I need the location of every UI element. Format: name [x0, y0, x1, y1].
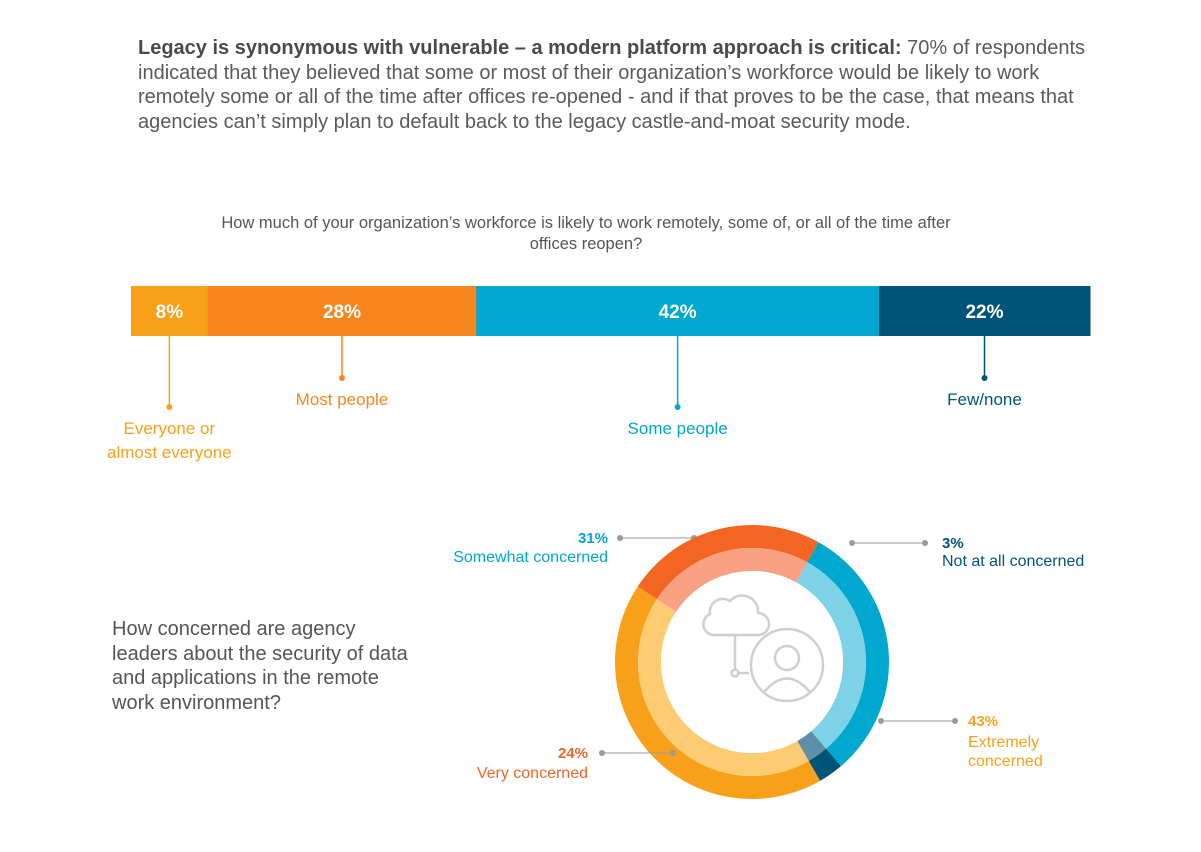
donut-value-not-at-all-concerned: 3% — [942, 535, 964, 552]
bar-label-most-people: Most people — [296, 390, 389, 409]
donut-outer-not-at-all-concerned — [808, 748, 841, 781]
donut-leader-dot-not-at-all-concerned — [849, 540, 855, 546]
bar-segment-most-people — [207, 286, 477, 336]
donut-leader-end-extremely-concerned — [952, 718, 958, 724]
bar-leader-dot-some-people — [674, 404, 681, 410]
bar-value-everyone-or-almost-everyone: 8% — [156, 302, 184, 323]
donut-chart: 31% Somewhat concerned 3%Not at all concer… — [453, 525, 1084, 799]
bar-segment-few-none — [879, 286, 1091, 336]
bar-value-some-people: 42% — [659, 302, 697, 323]
donut-leader-dot-very-concerned — [670, 750, 676, 756]
donut-inner-somewhat-concerned — [796, 562, 867, 749]
donut-leader-end-not-at-all-concerned — [922, 540, 928, 546]
donut-inner-not-at-all-concerned — [797, 731, 827, 761]
bar-segment-some-people — [476, 286, 880, 336]
donut-value-extremely-concerned: 43% — [968, 713, 998, 730]
intro-text: 70% of respondents indicated that they b… — [138, 37, 1086, 133]
donut-value-very-concerned: 24% — [558, 745, 588, 762]
bar-label-few-none: Few/none — [947, 390, 1022, 409]
bar-segment-everyone-or-almost-everyone — [131, 286, 209, 336]
donut-label-somewhat-concerned: Somewhat concerned — [453, 549, 608, 566]
donut-outer-extremely-concerned — [614, 586, 821, 799]
concern-question: How concerned are agency leaders about t… — [112, 618, 408, 714]
donut-outer-somewhat-concerned — [807, 542, 889, 767]
bar-value-few-none: 22% — [965, 302, 1003, 323]
donut-leader-end-somewhat-concerned — [617, 535, 623, 541]
donut-value-somewhat-concerned: 31% — [578, 530, 608, 547]
bar-leader-dot-few-none — [981, 375, 988, 381]
workforce-question: How much of your organization’s workforc… — [221, 214, 951, 253]
donut-leader-dot-extremely-concerned — [878, 718, 884, 724]
bar-label-everyone-or-almost-everyone: Everyone or almost everyone — [107, 419, 232, 462]
donut-label-very-concerned: Very concerned — [477, 765, 588, 782]
intro-bold: Legacy is synonymous with vulnerable – a… — [138, 37, 902, 59]
donut-inner-extremely-concerned — [638, 599, 809, 776]
intro-paragraph: Legacy is synonymous with vulnerable – a… — [138, 36, 1098, 134]
bar-leader-dot-most-people — [338, 375, 345, 381]
cloud-user-icon — [702, 594, 825, 703]
bar-label-some-people: Some people — [628, 419, 728, 438]
bar-leader-dot-everyone-or-almost-everyone — [166, 404, 173, 410]
stacked-bar-chart: 8% Everyone or almost everyone 28% Most peop… — [107, 286, 1091, 462]
donut-inner-very-concerned — [656, 548, 808, 612]
donut-leader-end-very-concerned — [599, 750, 605, 756]
donut-label-not-at-all-concerned: Not at all concerned — [942, 553, 1084, 570]
donut-label-extremely-concerned: Extremely concerned — [968, 734, 1043, 770]
donut-outer-very-concerned — [637, 525, 819, 600]
bar-value-most-people: 28% — [323, 302, 361, 323]
